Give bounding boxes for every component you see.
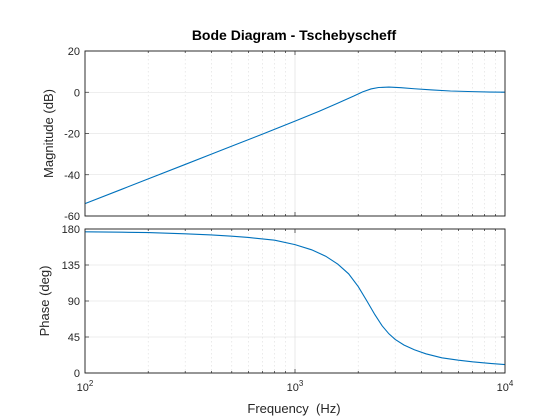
x-tick-base: 10 (497, 382, 509, 394)
frequency-axis-label: Frequency (Hz) (247, 401, 340, 416)
magnitude-frame (84, 50, 506, 217)
frequency-axis-ticks: 102 103 104 (77, 379, 514, 394)
y-tick-label: 90 (68, 296, 80, 308)
x-tick-label: 104 (497, 379, 514, 394)
magnitude-panel: 20 0 -20 -40 -60 Magnitude (dB) (41, 46, 506, 223)
y-tick-label: -20 (64, 129, 80, 141)
phase-y-ticks: 180 135 90 45 0 (62, 224, 80, 380)
x-tick-base: 10 (287, 382, 299, 394)
phase-axis-label: Phase (deg) (37, 266, 52, 337)
y-tick-label: 135 (62, 260, 80, 272)
magnitude-axis-label: Magnitude (dB) (41, 89, 56, 178)
x-tick-exponent: 2 (89, 379, 94, 388)
y-tick-label: 0 (74, 87, 80, 99)
x-tick-label: 102 (77, 379, 94, 394)
y-tick-label: -60 (64, 211, 80, 223)
x-tick-label: 103 (287, 379, 304, 394)
magnitude-curve (84, 86, 506, 205)
phase-panel: 180 135 90 45 0 Phase (deg) (37, 224, 506, 380)
x-tick-exponent: 3 (299, 379, 304, 388)
y-tick-label: 180 (62, 224, 80, 236)
y-tick-label: 20 (68, 46, 80, 58)
y-tick-label: -40 (64, 170, 80, 182)
phase-grid (85, 228, 505, 374)
x-tick-exponent: 4 (509, 379, 514, 388)
y-tick-label: 45 (68, 332, 80, 344)
phase-curve (84, 231, 506, 366)
phase-frame (84, 228, 506, 374)
y-tick-label: 0 (74, 368, 80, 380)
chart-title: Bode Diagram - Tschebyscheff (192, 27, 397, 43)
x-tick-base: 10 (77, 382, 89, 394)
magnitude-grid (85, 50, 505, 217)
magnitude-y-ticks: 20 0 -20 -40 -60 (64, 46, 80, 223)
